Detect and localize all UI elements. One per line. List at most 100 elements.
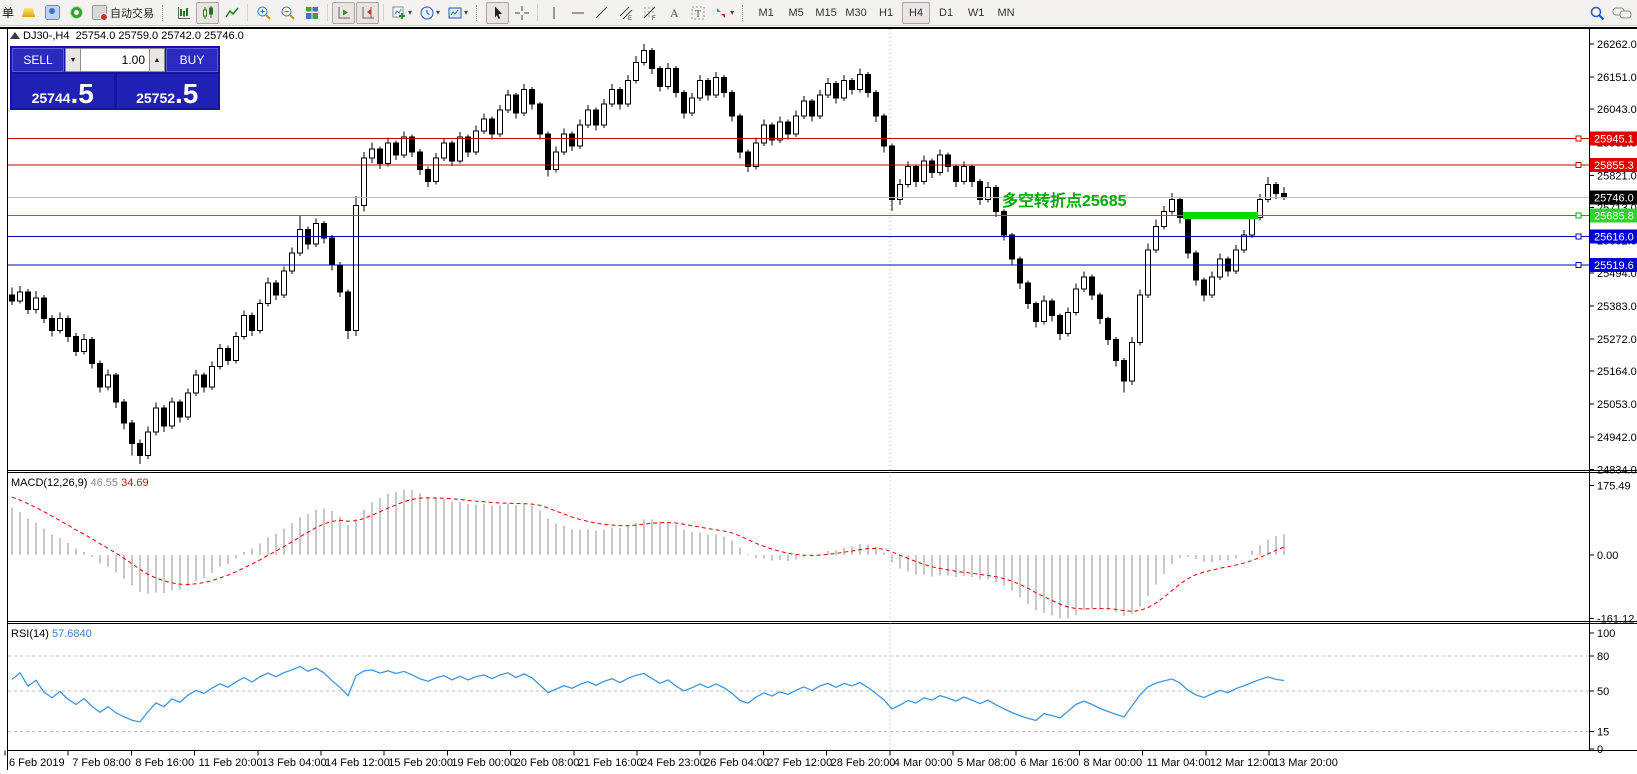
timeframe-button-M15[interactable]: M15 xyxy=(815,6,837,19)
candle xyxy=(481,118,487,132)
timeframe-button-D1[interactable]: D1 xyxy=(939,6,954,19)
pivot-annotation[interactable]: 多空转折点25685 xyxy=(1002,193,1127,210)
candle xyxy=(577,124,583,147)
candle xyxy=(601,103,607,126)
chat-icon[interactable] xyxy=(1609,2,1635,24)
macd-tick-label: 0.00 xyxy=(1597,550,1618,562)
buy-button[interactable]: BUY xyxy=(166,48,218,72)
candle xyxy=(617,88,623,105)
sell-button[interactable]: SELL xyxy=(12,48,64,72)
sell-price-big: .5 xyxy=(70,78,94,109)
date-label: 6 Mar 16:00 xyxy=(1020,757,1079,769)
volume-decrease-button[interactable]: ▼ xyxy=(65,48,81,72)
candle xyxy=(217,347,223,367)
toolbar: 单 自动交易 ▾ ▾ ▾ E F xyxy=(0,0,1637,26)
cursor-icon[interactable] xyxy=(486,1,510,24)
buy-price[interactable]: 25752.5 xyxy=(116,74,218,108)
candle xyxy=(1137,294,1143,343)
candle xyxy=(1009,234,1015,260)
timeframe-button-MN[interactable]: MN xyxy=(997,6,1015,19)
auto-scroll-icon[interactable] xyxy=(332,1,356,24)
zoom-in-icon[interactable] xyxy=(252,2,275,24)
candle xyxy=(1265,184,1271,200)
trendline-icon[interactable] xyxy=(590,2,613,24)
candle xyxy=(769,124,775,141)
candle xyxy=(225,347,231,361)
bar-chart-icon[interactable] xyxy=(172,2,195,24)
candle xyxy=(969,166,975,183)
candle xyxy=(321,222,327,239)
panel-collapse-icon[interactable] xyxy=(10,32,20,39)
rsi-line xyxy=(11,665,1285,723)
line-chart-icon[interactable] xyxy=(220,2,243,24)
candlestick-icon[interactable] xyxy=(196,1,220,24)
line-handle[interactable] xyxy=(1575,262,1582,269)
candle xyxy=(1017,258,1023,284)
svg-text:F: F xyxy=(652,16,656,21)
community-icon[interactable] xyxy=(41,2,64,24)
price-label: 25746.0 xyxy=(1594,193,1634,205)
candle xyxy=(529,88,535,105)
chart-shift-icon[interactable] xyxy=(356,1,380,24)
candle xyxy=(457,136,463,162)
signals-icon[interactable] xyxy=(65,2,88,24)
new-chart-icon[interactable]: ▾ xyxy=(388,2,415,24)
volume-increase-button[interactable]: ▲ xyxy=(149,48,165,72)
candle xyxy=(241,315,247,338)
candle xyxy=(657,67,663,87)
timeframe-button-M1[interactable]: M1 xyxy=(758,6,774,19)
line-handle[interactable] xyxy=(1575,212,1582,219)
toolbar-grip[interactable] xyxy=(162,4,167,21)
toolbar-grip[interactable] xyxy=(476,4,481,21)
candle xyxy=(1129,341,1135,382)
candle xyxy=(873,91,879,117)
macd-signal-line xyxy=(11,496,1285,612)
date-label: 8 Mar 00:00 xyxy=(1083,757,1142,769)
autotrading-button[interactable]: 自动交易 xyxy=(89,2,157,24)
candle xyxy=(945,154,951,168)
sell-price[interactable]: 25744.5 xyxy=(12,74,114,108)
zoom-out-icon[interactable] xyxy=(276,2,299,24)
text-icon[interactable]: A xyxy=(662,2,685,24)
timeframe-button-W1[interactable]: W1 xyxy=(967,6,985,19)
vertical-line-icon[interactable] xyxy=(542,2,565,24)
date-label: 28 Feb 20:00 xyxy=(831,757,896,769)
text-label-icon[interactable]: T xyxy=(686,2,709,24)
crosshair-icon[interactable] xyxy=(510,2,533,24)
timeframe-button-H1[interactable]: H1 xyxy=(879,6,894,19)
fibonacci-icon[interactable]: F xyxy=(638,2,661,24)
candle xyxy=(1097,294,1103,320)
timeframe-button-M5[interactable]: M5 xyxy=(788,6,804,19)
rsi-tick-label: 80 xyxy=(1597,651,1609,663)
market-icon[interactable] xyxy=(17,2,40,24)
horizontal-line-icon[interactable] xyxy=(566,2,589,24)
candle xyxy=(25,291,31,311)
macd-tick-label: 175.49 xyxy=(1597,481,1631,493)
new-order-button[interactable]: 单 xyxy=(2,6,15,20)
toolbar-grip[interactable] xyxy=(742,4,747,21)
templates-icon[interactable]: ▾ xyxy=(444,2,471,24)
search-icon[interactable] xyxy=(1585,2,1608,24)
tile-windows-icon[interactable] xyxy=(300,2,323,24)
line-handle[interactable] xyxy=(1575,233,1582,240)
candle xyxy=(89,338,95,364)
candle xyxy=(1217,258,1223,278)
timeframe-button-M30[interactable]: M30 xyxy=(845,6,867,19)
date-label: 14 Feb 12:00 xyxy=(325,757,390,769)
candle xyxy=(729,91,735,117)
candle xyxy=(505,94,511,111)
line-handle[interactable] xyxy=(1575,162,1582,169)
candle xyxy=(1273,184,1279,195)
candle xyxy=(1185,216,1191,254)
timeframes-clock-icon[interactable]: ▾ xyxy=(416,2,443,24)
candle xyxy=(633,61,639,81)
equidistant-channel-icon[interactable]: E xyxy=(614,2,637,24)
candle xyxy=(65,318,71,338)
arrows-icon[interactable]: ▾ xyxy=(710,2,737,24)
candle xyxy=(209,365,215,388)
candle xyxy=(145,431,151,457)
volume-field[interactable]: 1.00 xyxy=(81,48,149,72)
timeframe-button-H4[interactable]: H4 xyxy=(902,1,931,24)
line-handle[interactable] xyxy=(1575,135,1582,142)
candle xyxy=(801,100,807,117)
